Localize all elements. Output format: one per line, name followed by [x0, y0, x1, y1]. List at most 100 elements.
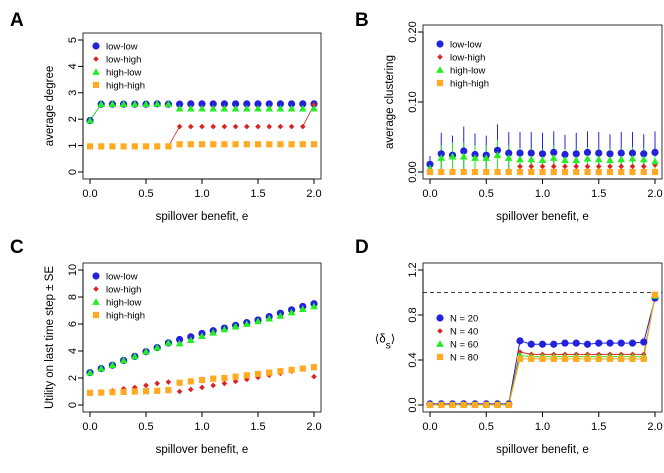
legend-label: high-low [106, 68, 142, 79]
data-point-triangle [594, 155, 603, 163]
legend-label: low-high [106, 285, 141, 296]
data-point-square [109, 143, 116, 150]
data-point-square [131, 388, 138, 395]
data-point-circle [538, 340, 547, 348]
legend-marker-triangle [92, 68, 100, 75]
data-point-triangle [583, 154, 592, 162]
data-point-diamond [244, 376, 250, 383]
data-point-triangle [437, 154, 446, 161]
x-tick-label: 1.5 [591, 188, 606, 200]
data-point-square [471, 401, 479, 409]
data-point-triangle [175, 339, 184, 347]
data-point-circle [617, 339, 625, 347]
panel-letter: C [10, 237, 24, 258]
data-point-square [109, 389, 116, 396]
panel-letter: D [355, 237, 369, 258]
data-point-diamond [176, 123, 183, 130]
data-point-square [651, 168, 659, 176]
y-axis-bracket: ⟩ [391, 333, 396, 346]
data-point-diamond [300, 123, 306, 130]
y-axis-title: ⟨δs⟩ [375, 333, 395, 352]
x-tick-label: 0.0 [422, 188, 437, 200]
data-point-diamond [221, 123, 228, 130]
data-point-diamond [629, 163, 636, 170]
data-point-triangle [86, 368, 94, 376]
data-point-square [539, 168, 546, 176]
data-point-circle [550, 148, 558, 156]
y-tick-label: 10 [67, 264, 79, 276]
panel-letter: A [10, 10, 24, 31]
data-point-triangle [164, 339, 173, 346]
data-point-square [426, 401, 434, 409]
data-point-square [86, 389, 94, 396]
x-tick-label: 1.0 [535, 188, 550, 200]
x-tick-label: 1.5 [591, 421, 606, 433]
data-point-triangle [516, 155, 524, 163]
data-point-triangle [243, 320, 251, 327]
data-point-square [460, 401, 467, 409]
data-point-square [254, 141, 262, 148]
data-point-square [98, 143, 105, 150]
y-tick-label: 1 [67, 143, 79, 149]
data-point-circle [493, 146, 502, 154]
data-point-triangle [299, 305, 307, 312]
data-point-circle [572, 150, 580, 158]
data-point-diamond [210, 382, 216, 389]
legend-marker-circle [436, 314, 444, 322]
data-point-square [210, 141, 217, 148]
data-point-diamond [550, 163, 557, 170]
y-tick-label: 0.00 [407, 161, 419, 182]
data-point-square [154, 387, 161, 394]
data-point-triangle [254, 317, 262, 325]
x-tick-label: 2.0 [647, 188, 662, 200]
data-point-diamond [607, 163, 613, 170]
data-point-square [550, 168, 557, 176]
legend-label: high-low [106, 298, 142, 309]
data-point-diamond [595, 163, 602, 170]
data-point-triangle [561, 156, 569, 163]
data-point-square [539, 355, 546, 362]
y-tick-label: 0 [67, 169, 79, 175]
data-point-diamond [210, 123, 216, 130]
data-point-triangle [220, 104, 229, 112]
data-point-triangle [471, 154, 479, 161]
data-point-diamond [255, 374, 261, 381]
data-point-square [154, 143, 161, 150]
data-point-circle [198, 100, 206, 108]
y-tick-label: 2 [67, 375, 79, 381]
data-point-square [426, 168, 434, 176]
data-point-diamond [573, 163, 580, 170]
panel-B: B 0.0 0.5 1.0 1.5 2.0 spillover benefit, e 0.00… [355, 10, 663, 223]
data-point-square [277, 141, 284, 148]
data-point-circle [561, 150, 569, 159]
legend-label: N = 40 [450, 327, 478, 338]
legend-label: low-low [106, 42, 138, 53]
legend-label: high-high [106, 81, 145, 92]
data-point-square [243, 141, 250, 148]
y-tick-label: 0.8 [407, 307, 419, 322]
data-point-circle [437, 150, 445, 158]
data-point-diamond [652, 162, 658, 168]
data-point-circle [561, 339, 569, 347]
legend-marker-square [436, 353, 444, 361]
data-point-circle [572, 339, 580, 347]
data-point-circle [527, 149, 535, 157]
x-tick-label: 1.5 [250, 421, 265, 433]
data-point-triangle [86, 116, 94, 124]
data-point-diamond [165, 379, 172, 385]
data-point-circle [640, 338, 648, 346]
data-point-square [494, 401, 501, 409]
x-tick-label: 1.0 [194, 421, 209, 433]
data-point-square [299, 365, 306, 372]
data-point-triangle [142, 100, 150, 108]
data-point-triangle [175, 104, 184, 112]
legend-marker-square [92, 311, 100, 319]
legend-marker-square [436, 79, 444, 87]
data-point-square [606, 168, 614, 176]
data-point-diamond [277, 123, 284, 130]
data-point-diamond [517, 163, 523, 170]
data-point-square [266, 369, 273, 376]
data-point-square [288, 141, 295, 148]
data-point-triangle [220, 325, 229, 333]
legend-marker-diamond [93, 56, 99, 62]
